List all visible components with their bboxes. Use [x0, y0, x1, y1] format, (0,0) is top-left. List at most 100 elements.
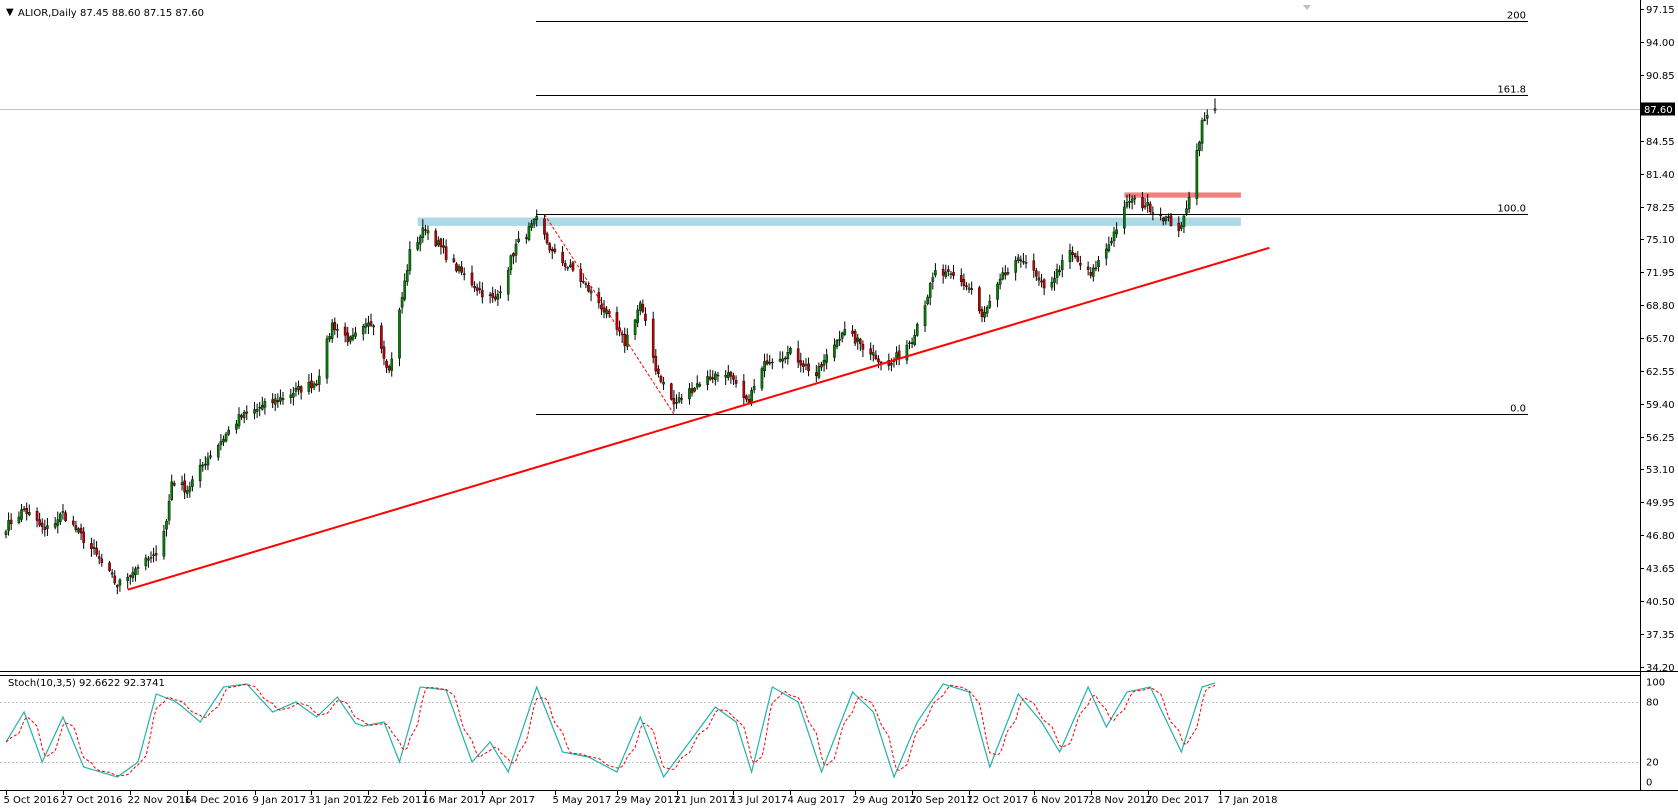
- candle-bull: [180, 482, 184, 486]
- candle-bull: [351, 334, 355, 340]
- candle-bull: [134, 568, 137, 576]
- price-tick-label: 75.10: [1646, 235, 1675, 246]
- candle-bear: [97, 556, 101, 559]
- candle-bear: [1024, 262, 1028, 264]
- candle-bull: [437, 240, 440, 246]
- candle-bull: [408, 249, 412, 271]
- candle-bear: [172, 482, 176, 486]
- fib-level-label: 161.8: [1497, 85, 1526, 96]
- candle-bull: [760, 368, 764, 389]
- candle-bear: [962, 279, 966, 286]
- candle-bear: [491, 292, 495, 298]
- candle-bull: [843, 329, 847, 335]
- candle-bull: [152, 554, 155, 556]
- candle-bull: [349, 336, 352, 342]
- candle-bear: [245, 411, 249, 414]
- candle-bull: [328, 336, 331, 340]
- candle-bull: [1112, 231, 1116, 241]
- candle-bull: [4, 531, 8, 535]
- candle-bull: [400, 297, 404, 308]
- header-dropdown-icon[interactable]: ▼: [6, 7, 14, 18]
- candle-bull: [165, 520, 168, 530]
- time-tick-label: 13 Jul 2017: [731, 795, 788, 806]
- candle-bull: [398, 309, 401, 359]
- candle-bull: [1115, 229, 1118, 235]
- candle-bear: [475, 287, 479, 291]
- candle-bull: [778, 359, 782, 362]
- candle-bull: [750, 389, 753, 403]
- candle-bear: [1086, 266, 1090, 270]
- scroll-marker-icon[interactable]: [1303, 5, 1311, 10]
- candle-bull: [1146, 202, 1149, 206]
- candle-bull: [675, 402, 678, 404]
- candle-bull: [514, 243, 518, 256]
- candle-bull: [923, 305, 927, 327]
- candle-bear: [315, 383, 318, 386]
- candle-bear: [959, 275, 963, 283]
- time-tick-label: 20 Sep 2017: [910, 795, 973, 806]
- candle-bull: [364, 323, 368, 328]
- candle-bull: [890, 363, 893, 366]
- candle-bear: [1148, 203, 1152, 212]
- candle-bull: [1068, 250, 1072, 263]
- candle-bull: [126, 576, 129, 581]
- candle-bear: [877, 358, 880, 363]
- candle-bull: [532, 218, 536, 225]
- price-tick-label: 34.20: [1646, 663, 1675, 674]
- header-symbol: ALIOR,Daily: [18, 8, 77, 19]
- candle-bull: [281, 398, 285, 401]
- price-tick-label: 56.25: [1646, 433, 1675, 444]
- candle-bull: [506, 269, 510, 295]
- candle-bull: [944, 271, 948, 277]
- candle-bull: [931, 277, 935, 282]
- candle-bear: [550, 248, 554, 252]
- candle-bull: [662, 382, 665, 385]
- candle-bull: [216, 445, 220, 458]
- candle-bull: [418, 236, 422, 245]
- candle-bull: [949, 273, 953, 275]
- candle-bull: [1125, 202, 1129, 207]
- candle-bull: [763, 361, 766, 372]
- candle-bull: [354, 332, 357, 337]
- candle-bull: [1097, 260, 1100, 268]
- candle-bear: [439, 238, 443, 247]
- candle-bear: [874, 354, 878, 359]
- candle-bear: [1177, 222, 1181, 232]
- candle-bear: [1042, 279, 1046, 289]
- candle-bull: [752, 385, 756, 390]
- candle-bear: [1076, 256, 1080, 262]
- candle-bear: [708, 376, 712, 380]
- candle-bull: [372, 325, 375, 328]
- candle-bear: [154, 553, 158, 556]
- candle-bull: [1107, 244, 1111, 251]
- candle-bull: [1053, 277, 1056, 283]
- trendlines-layer: [127, 214, 1270, 591]
- candle-bull: [149, 557, 153, 559]
- price-tick-label: 94.00: [1646, 38, 1675, 49]
- stoch-axis-label: 20: [1646, 758, 1659, 769]
- candle-bull: [61, 511, 65, 513]
- candle-bull: [1016, 257, 1020, 261]
- price-tick-label: 68.80: [1646, 301, 1675, 312]
- time-tick-label: 6 Nov 2017: [1032, 795, 1090, 806]
- candle-bear: [64, 512, 67, 521]
- candle-bull: [27, 512, 31, 516]
- candle-bull: [297, 386, 300, 390]
- candle-bull: [926, 296, 929, 305]
- candle-bull: [636, 309, 639, 323]
- candle-bull: [1187, 196, 1191, 210]
- candle-bear: [965, 285, 968, 288]
- time-tick-label: 27 Oct 2016: [61, 795, 123, 806]
- candle-bear: [183, 480, 186, 493]
- candle-bear: [1079, 263, 1082, 266]
- candle-bull: [768, 362, 772, 364]
- candle-bear: [711, 377, 715, 380]
- candle-bear: [434, 230, 438, 246]
- candle-bear: [1169, 215, 1173, 226]
- candle-bull: [17, 516, 21, 523]
- candle-bull: [7, 520, 10, 531]
- price-axis: 97.1594.0090.8587.7084.5581.4078.2575.10…: [1640, 5, 1675, 674]
- time-tick-label: 16 Mar 2017: [423, 795, 486, 806]
